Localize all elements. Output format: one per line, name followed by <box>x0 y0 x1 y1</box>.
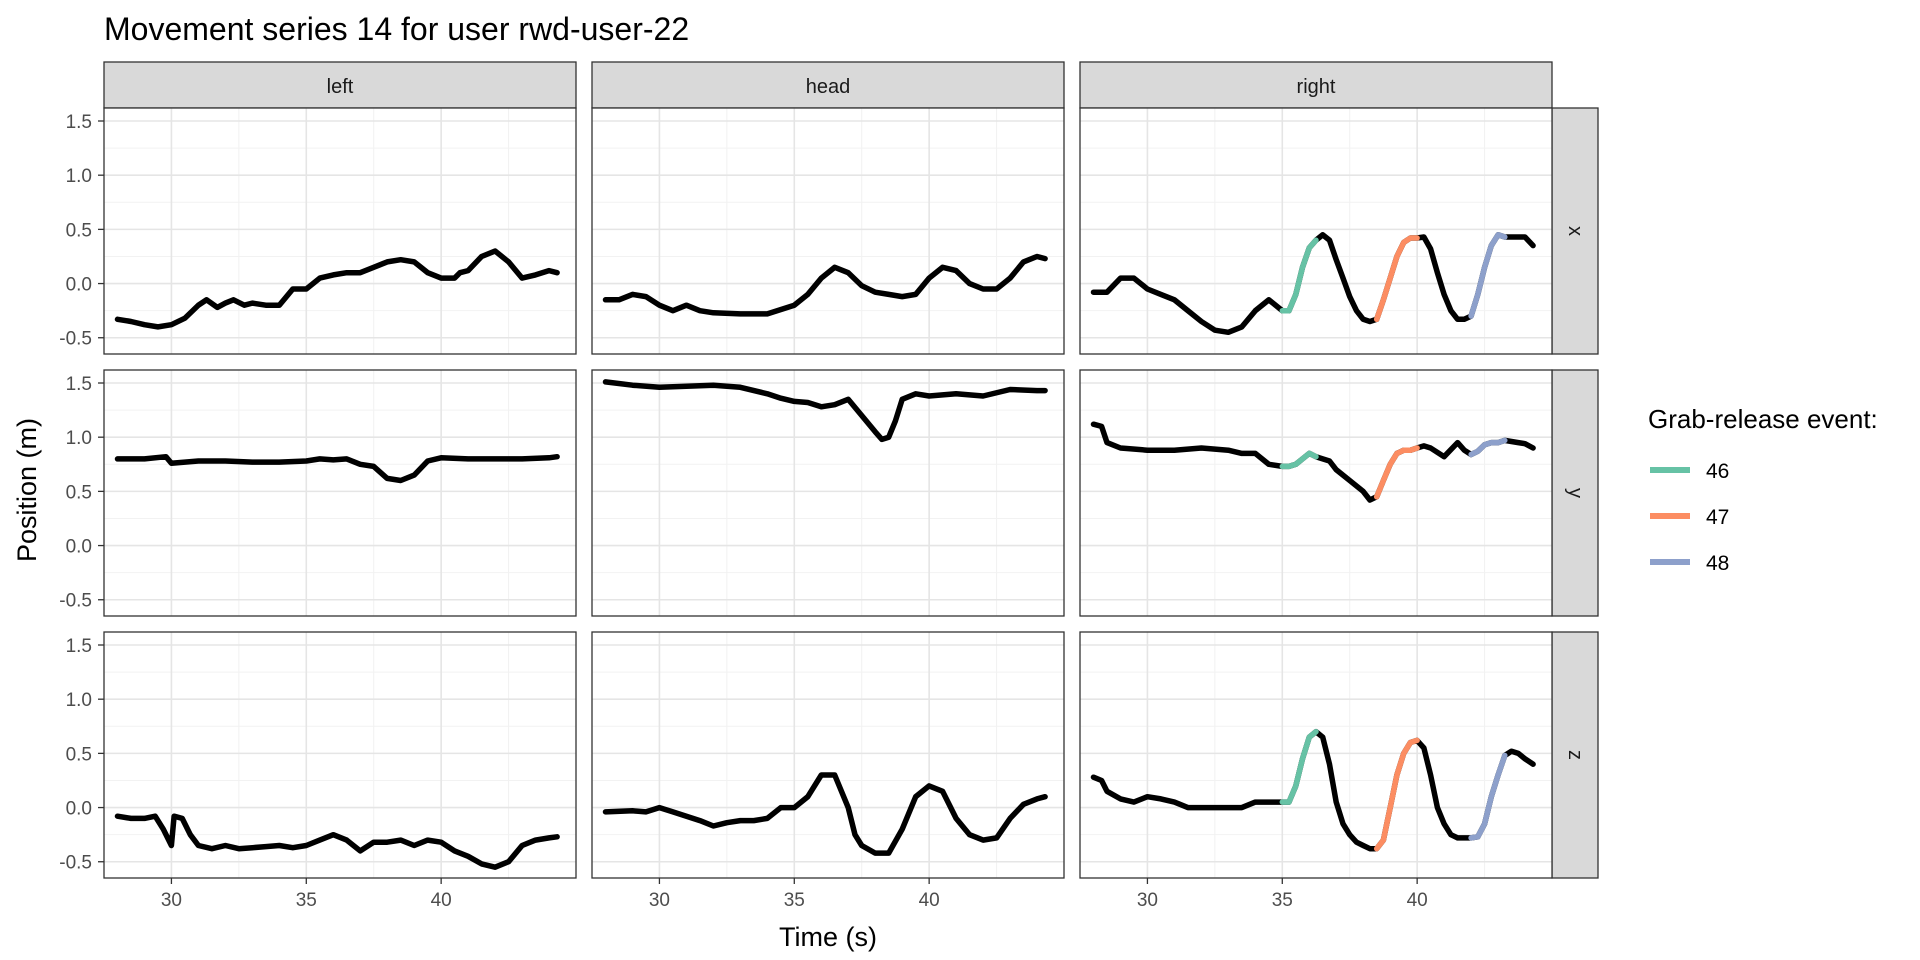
event-segment-46 <box>1279 237 1319 314</box>
legend-label: 46 <box>1706 460 1729 483</box>
legend-title: Grab-release event: <box>1648 404 1878 434</box>
x-tick-label: 30 <box>161 890 182 911</box>
x-tick-label: 40 <box>919 890 940 911</box>
series-line-head-z <box>602 772 1048 856</box>
panel-head-x <box>591 107 1065 355</box>
y-tick-label: -0.5 <box>59 591 92 612</box>
column-strip-label: head <box>806 76 851 98</box>
panel-right-y <box>1079 369 1553 617</box>
event-segment-46 <box>1279 450 1319 470</box>
panel-head-z <box>591 631 1065 879</box>
event-segment-47 <box>1373 737 1420 852</box>
row-strip-y <box>1551 369 1599 617</box>
panel-background <box>1080 108 1552 354</box>
row-strip-label: z <box>1564 750 1586 760</box>
column-strip-left <box>103 61 577 109</box>
chart-title: Movement series 14 for user rwd-user-22 <box>104 11 689 47</box>
y-tick-label: 0.5 <box>66 744 92 765</box>
x-tick-label: 35 <box>1272 890 1293 911</box>
panel-border <box>1079 369 1553 617</box>
panel-background <box>1080 632 1552 878</box>
column-strip-head <box>591 61 1065 109</box>
x-tick-label: 35 <box>296 890 317 911</box>
event-segment-47 <box>1373 235 1420 323</box>
y-tick-label: 1.5 <box>66 374 92 395</box>
series-line-left-z <box>114 813 560 870</box>
panel-border <box>103 369 577 617</box>
column-strip-label: right <box>1297 76 1336 98</box>
panel-border <box>103 107 577 355</box>
panel-border <box>591 107 1065 355</box>
column-strip-label: left <box>327 76 354 98</box>
panel-background <box>104 632 576 878</box>
panel-left-x <box>103 107 577 355</box>
row-strip-x <box>1551 107 1599 355</box>
legend-label: 48 <box>1706 552 1729 575</box>
column-strip-right <box>1079 61 1553 109</box>
panel-right-z <box>1079 631 1553 879</box>
panel-left-y <box>103 369 577 617</box>
x-tick-label: 40 <box>1407 890 1428 911</box>
x-tick-label: 30 <box>649 890 670 911</box>
series-line-left-x <box>114 248 560 330</box>
event-segment-47 <box>1373 445 1420 500</box>
series-line-head-x <box>602 253 1048 317</box>
y-tick-label: 1.0 <box>66 690 92 711</box>
panel-head-y <box>591 369 1065 617</box>
panel-border <box>1079 631 1553 879</box>
y-tick-label: -0.5 <box>59 853 92 874</box>
panel-right-x <box>1079 107 1553 355</box>
panel-background <box>1080 370 1552 616</box>
x-axis-title: Time (s) <box>779 922 877 952</box>
event-segment-48 <box>1468 752 1508 841</box>
event-segment-48 <box>1468 232 1508 319</box>
panel-border <box>1079 107 1553 355</box>
y-tick-label: 0.0 <box>66 799 92 820</box>
x-tick-label: 30 <box>1137 890 1158 911</box>
panel-background <box>104 370 576 616</box>
panel-border <box>103 631 577 879</box>
y-axis-title: Position (m) <box>12 418 42 562</box>
series-line-head-y <box>602 379 1048 443</box>
y-tick-label: 1.5 <box>66 112 92 133</box>
legend: Grab-release event: 46 47 48 <box>1648 404 1878 575</box>
x-tick-label: 40 <box>431 890 452 911</box>
series-line-left-y <box>114 453 560 484</box>
y-tick-label: 0.0 <box>66 275 92 296</box>
panels-layer: left head right x y z -0.5 0.0 0.5 1.0 1.5 -0.5 0.0 0… <box>59 61 1599 911</box>
y-tick-label: 0.0 <box>66 537 92 558</box>
y-tick-label: 1.0 <box>66 166 92 187</box>
row-strip-label: x <box>1564 226 1586 236</box>
y-tick-label: 1.5 <box>66 636 92 657</box>
row-strip-label: y <box>1564 488 1586 498</box>
y-tick-label: 1.0 <box>66 428 92 449</box>
panel-border <box>591 631 1065 879</box>
y-tick-label: 0.5 <box>66 482 92 503</box>
event-segment-48 <box>1468 437 1508 458</box>
panel-background <box>592 370 1064 616</box>
panel-background <box>592 108 1064 354</box>
event-segment-46 <box>1279 728 1319 805</box>
panel-border <box>591 369 1065 617</box>
panel-left-z <box>103 631 577 879</box>
panel-background <box>104 108 576 354</box>
y-tick-label: -0.5 <box>59 329 92 350</box>
x-tick-label: 35 <box>784 890 805 911</box>
y-tick-label: 0.5 <box>66 220 92 241</box>
legend-label: 47 <box>1706 506 1729 529</box>
